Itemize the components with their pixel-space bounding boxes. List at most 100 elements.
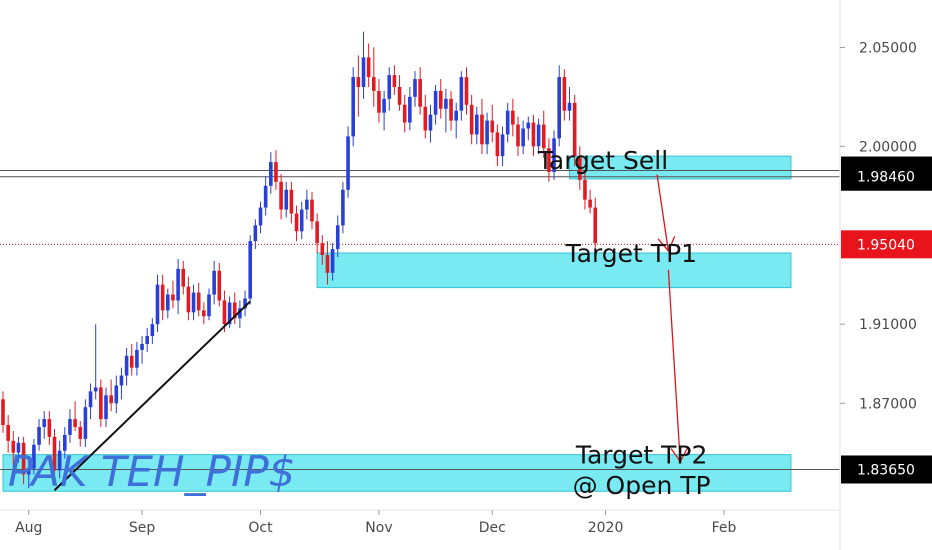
candle: [243, 290, 247, 317]
candle: [521, 120, 525, 155]
candle-body: [83, 407, 88, 439]
candle-body: [202, 310, 206, 317]
candle: [11, 430, 16, 467]
candle: [315, 213, 319, 254]
candle-body: [531, 122, 536, 147]
candle: [485, 112, 489, 155]
candle: [418, 67, 422, 115]
candle: [330, 243, 335, 281]
candle-body: [315, 221, 319, 244]
candle: [351, 67, 355, 147]
candle: [413, 71, 417, 107]
candle: [578, 146, 582, 190]
price-badge-label: 1.98460: [857, 170, 915, 186]
candle-body: [351, 77, 355, 137]
candle-body: [521, 128, 525, 147]
candle: [186, 276, 191, 321]
candle: [217, 262, 222, 307]
candle-body: [372, 77, 376, 91]
candle-body: [73, 419, 77, 427]
candle-body: [274, 162, 278, 182]
candle: [150, 318, 155, 344]
candle-body: [366, 57, 371, 78]
candle: [32, 438, 36, 475]
candle: [166, 288, 170, 319]
candle-body: [536, 124, 541, 147]
candle: [547, 138, 551, 182]
candle-body: [361, 57, 366, 87]
candle-body: [129, 355, 134, 368]
candle-body: [516, 124, 520, 147]
candle: [68, 409, 72, 443]
candle-body: [68, 419, 72, 435]
candle-body: [88, 391, 93, 408]
candle: [397, 75, 402, 111]
x-tick-label: Aug: [15, 520, 42, 536]
candle-body: [583, 179, 587, 200]
candle: [562, 69, 567, 121]
candle-body: [289, 189, 294, 214]
candle-body: [186, 286, 191, 313]
candle-body: [258, 207, 263, 226]
candle-body: [593, 207, 598, 244]
candle-body: [459, 77, 464, 111]
candle: [114, 375, 119, 414]
candle-body: [495, 132, 500, 157]
label-target-tp1: Target TP1: [565, 239, 698, 268]
candle-body: [305, 199, 309, 210]
candle: [1, 391, 5, 433]
candle-body: [418, 79, 422, 107]
price-badge-label: 1.95040: [857, 237, 915, 253]
candle: [248, 235, 252, 305]
candle: [47, 411, 52, 445]
candle: [449, 90, 453, 131]
x-tick-label: 2020: [588, 520, 624, 536]
candle-body: [16, 442, 21, 453]
candle: [408, 86, 412, 131]
candle: [593, 197, 598, 250]
candle: [377, 79, 381, 123]
candle: [129, 343, 134, 376]
y-tick-label: 1.87000: [859, 396, 917, 412]
price-badge: 1.95040: [841, 230, 932, 259]
candle-body: [32, 444, 36, 469]
candle-body: [160, 284, 165, 311]
candle: [21, 436, 26, 485]
candle: [26, 460, 31, 489]
candle: [109, 379, 113, 412]
candle: [583, 170, 587, 210]
arrow-shaft-1: [656, 174, 670, 252]
candle-body: [57, 450, 62, 471]
candle-body: [475, 114, 479, 135]
candle-body: [6, 425, 10, 441]
arrow-shaft-2: [667, 269, 681, 462]
label-target-tp2-line1: Target TP2: [575, 441, 708, 470]
candle-body: [500, 134, 505, 157]
candle: [176, 258, 180, 315]
candle-body: [392, 75, 397, 87]
zones-layer: [2, 155, 792, 492]
candle: [382, 90, 386, 131]
candle: [155, 274, 160, 333]
candle-body: [557, 77, 561, 139]
candle: [181, 260, 186, 295]
candle: [207, 288, 211, 321]
label-target-tp2-line2: @ Open TP: [573, 471, 711, 500]
candle: [140, 336, 144, 364]
candle-body: [408, 96, 412, 123]
candle: [269, 152, 273, 194]
candle: [99, 379, 103, 427]
candle-body: [93, 387, 98, 392]
candle: [37, 419, 41, 451]
candle-body: [248, 241, 252, 299]
candle-body: [480, 114, 484, 145]
candle: [346, 126, 350, 198]
candle: [88, 383, 93, 420]
candle-body: [505, 110, 510, 135]
candle-body: [155, 284, 160, 325]
candle-body: [227, 302, 232, 325]
candle: [191, 284, 196, 321]
candle: [294, 205, 299, 242]
